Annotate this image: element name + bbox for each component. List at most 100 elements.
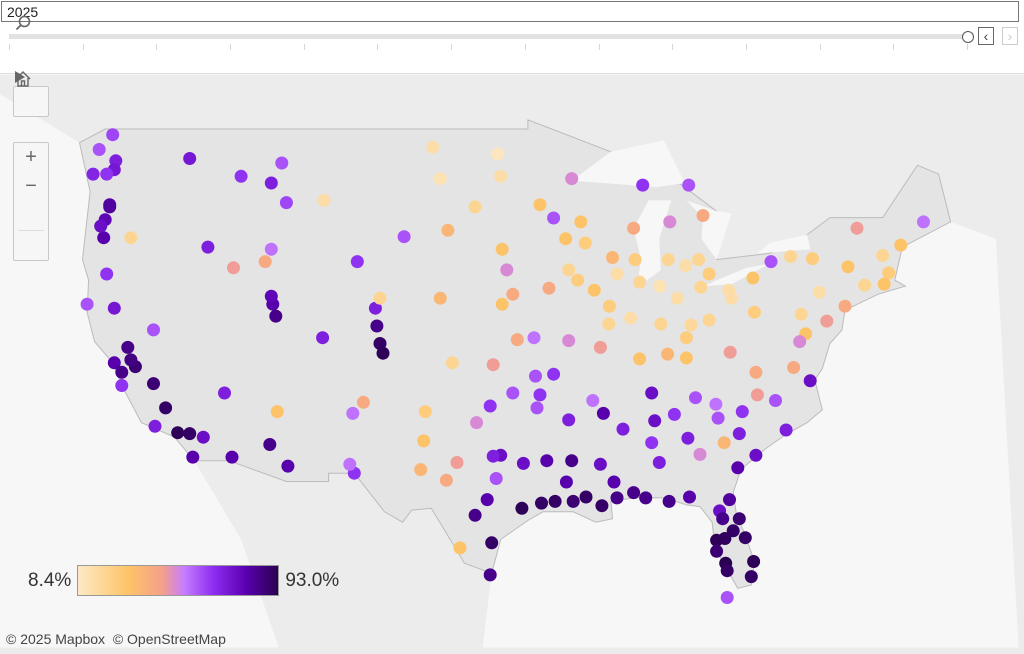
data-point[interactable] <box>606 251 619 264</box>
data-point[interactable] <box>515 501 529 515</box>
data-point[interactable] <box>270 405 284 419</box>
data-point[interactable] <box>370 319 384 333</box>
data-point[interactable] <box>547 367 561 381</box>
data-point[interactable] <box>491 147 505 161</box>
data-point[interactable] <box>97 231 111 245</box>
data-point[interactable] <box>148 419 162 433</box>
data-point[interactable] <box>716 512 730 526</box>
data-point[interactable] <box>279 196 293 210</box>
data-point[interactable] <box>80 297 94 311</box>
data-point[interactable] <box>264 242 278 256</box>
data-point[interactable] <box>566 494 580 508</box>
data-point[interactable] <box>803 374 817 388</box>
data-point[interactable] <box>542 281 556 295</box>
data-point[interactable] <box>495 242 509 256</box>
data-point[interactable] <box>858 278 872 292</box>
data-point[interactable] <box>628 253 642 267</box>
data-point[interactable] <box>100 167 114 181</box>
data-point[interactable] <box>702 267 716 281</box>
data-point[interactable] <box>746 271 760 285</box>
data-point[interactable] <box>652 456 666 469</box>
data-point[interactable] <box>602 299 616 313</box>
data-point[interactable] <box>439 473 453 487</box>
data-point[interactable] <box>738 531 752 545</box>
data-point[interactable] <box>627 221 641 235</box>
data-point[interactable] <box>627 486 641 500</box>
data-point[interactable] <box>565 454 579 468</box>
data-point[interactable] <box>86 167 100 181</box>
data-point[interactable] <box>264 176 278 190</box>
data-point[interactable] <box>744 570 758 584</box>
data-point[interactable] <box>350 255 364 269</box>
data-point[interactable] <box>94 219 108 233</box>
data-point[interactable] <box>579 490 593 504</box>
data-point[interactable] <box>92 143 106 156</box>
data-point[interactable] <box>433 172 447 186</box>
data-point[interactable] <box>489 472 503 485</box>
data-point[interactable] <box>548 494 562 508</box>
pan-mode-button[interactable] <box>14 71 48 260</box>
data-point[interactable] <box>373 291 387 305</box>
data-point[interactable] <box>633 352 647 366</box>
data-point[interactable] <box>107 356 121 370</box>
data-point[interactable] <box>417 434 431 448</box>
data-point[interactable] <box>147 323 160 337</box>
data-point[interactable] <box>610 267 624 281</box>
data-point[interactable] <box>726 524 740 538</box>
data-point[interactable] <box>562 263 576 277</box>
data-point[interactable] <box>494 169 508 183</box>
data-point[interactable] <box>316 331 330 345</box>
data-point[interactable] <box>679 259 693 273</box>
data-point[interactable] <box>103 200 117 214</box>
osm-attribution-link[interactable]: © OpenStreetMap <box>112 631 226 647</box>
data-point[interactable] <box>121 340 135 354</box>
data-point[interactable] <box>586 394 600 407</box>
data-point[interactable] <box>485 536 499 550</box>
data-point[interactable] <box>850 221 864 235</box>
data-point[interactable] <box>731 461 745 475</box>
data-point[interactable] <box>654 317 668 331</box>
data-point[interactable] <box>397 230 411 244</box>
data-point[interactable] <box>587 283 601 297</box>
year-slider-thumb[interactable] <box>962 31 974 43</box>
data-point[interactable] <box>662 494 676 508</box>
data-point[interactable] <box>838 299 852 313</box>
data-point[interactable] <box>661 347 675 361</box>
data-point[interactable] <box>115 365 129 379</box>
data-point[interactable] <box>820 314 834 328</box>
data-point[interactable] <box>171 426 185 440</box>
data-point[interactable] <box>530 401 544 415</box>
data-point[interactable] <box>263 438 277 451</box>
data-point[interactable] <box>225 450 239 464</box>
data-point[interactable] <box>602 317 616 331</box>
data-point[interactable] <box>218 386 231 400</box>
data-point[interactable] <box>100 267 114 281</box>
data-point[interactable] <box>894 238 908 252</box>
data-point[interactable] <box>749 365 763 379</box>
map-search-button[interactable] <box>13 15 49 117</box>
data-point[interactable] <box>269 309 283 323</box>
data-point[interactable] <box>779 423 793 437</box>
data-point[interactable] <box>747 555 761 568</box>
data-point[interactable] <box>343 457 357 471</box>
data-point[interactable] <box>648 414 662 428</box>
data-point[interactable] <box>346 406 360 420</box>
data-point[interactable] <box>468 200 482 214</box>
data-point[interactable] <box>106 128 120 142</box>
data-point[interactable] <box>506 287 520 301</box>
zoom-in-button[interactable]: + <box>25 146 37 168</box>
data-point[interactable] <box>562 334 576 348</box>
data-point[interactable] <box>441 223 455 237</box>
data-point[interactable] <box>683 490 696 504</box>
data-point[interactable] <box>720 564 734 578</box>
data-point[interactable] <box>275 156 289 170</box>
data-point[interactable] <box>653 279 667 293</box>
data-point[interactable] <box>227 261 240 275</box>
mapbox-attribution-link[interactable]: © 2025 Mapbox <box>6 631 106 647</box>
data-point[interactable] <box>593 457 607 471</box>
data-point[interactable] <box>663 215 677 229</box>
data-point[interactable] <box>610 491 624 505</box>
data-point[interactable] <box>159 401 173 415</box>
data-point[interactable] <box>710 544 724 558</box>
data-point[interactable] <box>535 496 548 510</box>
